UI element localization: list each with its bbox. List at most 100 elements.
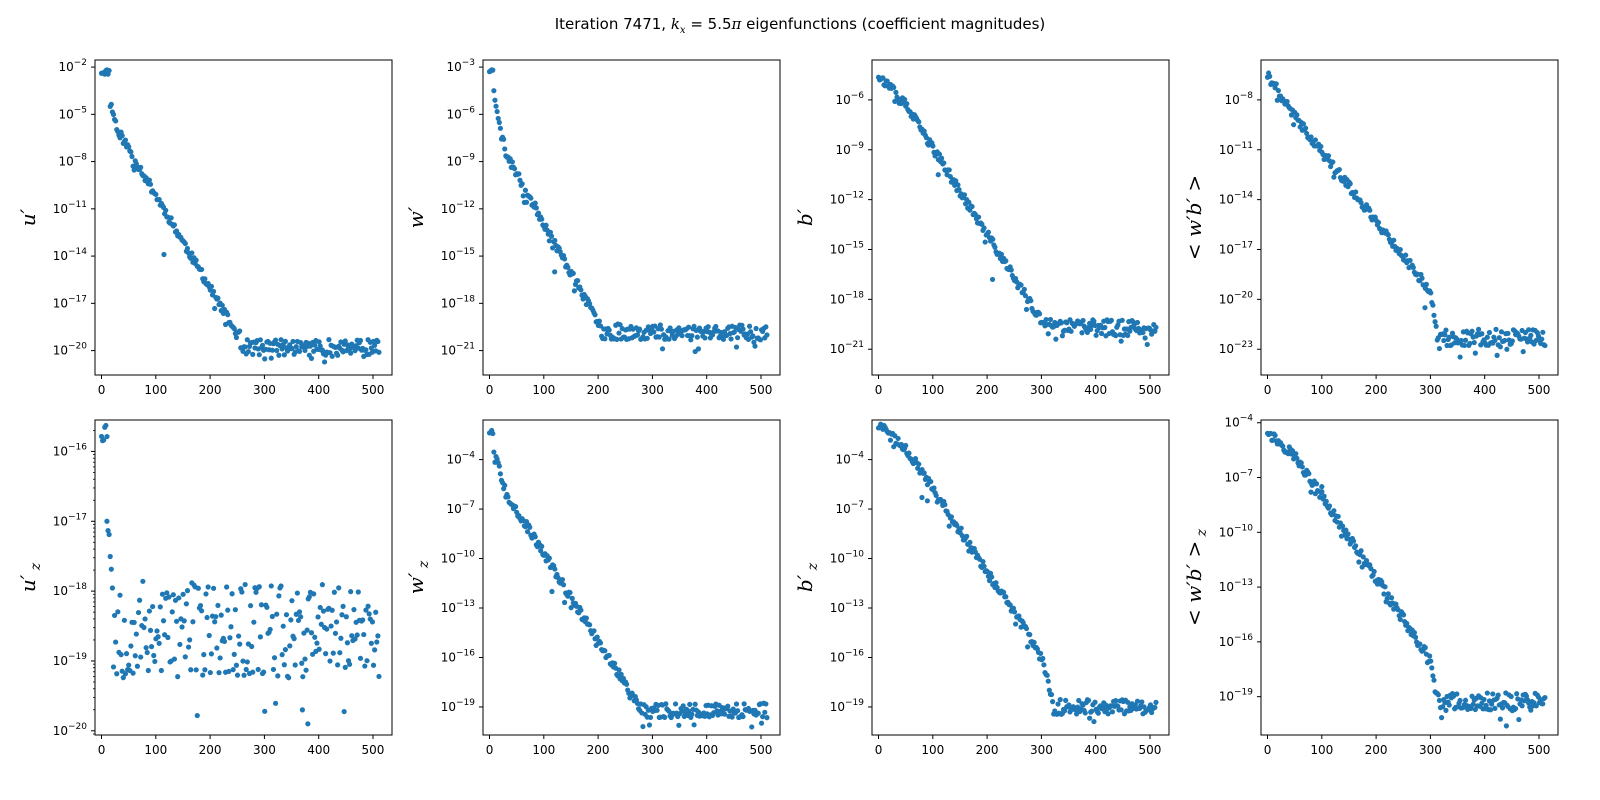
x-tick-label: 200 <box>587 383 610 397</box>
data-point <box>733 344 740 350</box>
data-point <box>956 187 962 193</box>
y-tick-label: 10−13 <box>830 599 864 615</box>
data-point <box>1134 319 1141 326</box>
data-point <box>264 604 270 610</box>
data-point <box>346 661 353 667</box>
y-tick-label: 10−18 <box>441 294 476 310</box>
data-point <box>366 611 372 617</box>
axes-frame <box>871 419 1170 736</box>
data-point <box>152 658 158 665</box>
data-point <box>539 216 545 222</box>
data-point <box>740 713 746 720</box>
data-point <box>1105 711 1111 717</box>
data-point <box>1293 451 1299 457</box>
data-point <box>299 660 305 666</box>
data-point <box>274 347 280 354</box>
data-point <box>1134 698 1141 704</box>
data-point <box>976 214 982 220</box>
data-point <box>182 240 188 247</box>
data-point-outlier <box>935 172 941 178</box>
data-point <box>288 617 294 623</box>
data-point <box>146 177 152 183</box>
data-point <box>1001 589 1007 595</box>
data-point <box>1427 653 1433 659</box>
data-point <box>372 342 378 348</box>
data-point <box>762 709 768 715</box>
data-point <box>491 449 497 455</box>
data-point <box>171 222 178 228</box>
data-point <box>208 283 215 289</box>
data-point <box>496 119 502 126</box>
x-tick-label: 100 <box>532 743 555 757</box>
x-tick-label: 400 <box>1473 383 1496 397</box>
data-point <box>163 207 169 213</box>
x-tick-label: 200 <box>1365 383 1388 397</box>
data-point <box>1446 702 1452 708</box>
data-point <box>880 75 886 81</box>
data-point <box>1153 324 1159 330</box>
data-point <box>1047 316 1054 323</box>
data-point <box>244 337 250 343</box>
data-point <box>1294 112 1300 118</box>
data-point <box>113 118 119 124</box>
data-point <box>1470 701 1476 707</box>
y-axis-label: < w′b′ > <box>1182 175 1206 260</box>
x-tick-label: 100 <box>1310 743 1333 757</box>
y-tick-label: 10−20 <box>53 342 88 358</box>
data-point <box>289 345 295 351</box>
data-point <box>276 352 282 358</box>
axes-frame <box>871 59 1170 376</box>
data-point <box>1384 595 1390 602</box>
data-point <box>354 632 360 638</box>
data-point <box>213 614 219 620</box>
data-point <box>1397 616 1403 623</box>
data-point <box>1487 707 1494 713</box>
data-point <box>188 667 194 673</box>
data-point <box>981 225 987 231</box>
points-wz <box>486 427 770 730</box>
data-point <box>982 239 988 245</box>
data-point <box>666 708 672 714</box>
x-tick-label: 0 <box>486 383 494 397</box>
data-point <box>126 144 132 150</box>
data-point <box>967 539 973 546</box>
data-point <box>640 723 646 730</box>
data-point <box>224 584 230 590</box>
data-point <box>208 651 215 657</box>
data-point <box>930 143 936 149</box>
data-point <box>1509 338 1515 344</box>
y-tick-label: 10−8 <box>58 153 87 169</box>
data-point <box>122 671 129 677</box>
data-point <box>1308 134 1314 140</box>
data-point <box>496 463 502 469</box>
data-point <box>990 236 996 242</box>
data-point <box>505 494 511 500</box>
data-point <box>955 182 961 188</box>
data-point <box>659 346 666 352</box>
figure-title: Iteration 7471, kx = 5.5π eigenfunctions… <box>555 15 1046 36</box>
data-point <box>733 701 740 707</box>
data-point <box>1330 159 1336 165</box>
data-point <box>731 329 737 335</box>
data-point <box>262 708 268 714</box>
data-point-outlier <box>924 498 930 504</box>
data-point <box>101 437 107 443</box>
data-point <box>912 455 919 462</box>
x-tick-label: 100 <box>1310 383 1333 397</box>
data-point <box>1432 319 1438 325</box>
data-point <box>1336 166 1342 173</box>
data-point <box>1008 267 1014 273</box>
data-point <box>1023 625 1030 632</box>
data-point <box>1302 125 1309 131</box>
data-point <box>219 302 225 308</box>
points-u <box>98 67 382 365</box>
data-point <box>269 347 275 353</box>
data-point <box>132 653 138 659</box>
axes-frame <box>1260 59 1559 376</box>
data-point-outlier <box>549 588 555 595</box>
data-point <box>302 656 308 662</box>
data-point <box>1323 498 1329 504</box>
data-point <box>226 668 232 675</box>
data-point <box>602 336 608 342</box>
data-point <box>1496 335 1502 341</box>
